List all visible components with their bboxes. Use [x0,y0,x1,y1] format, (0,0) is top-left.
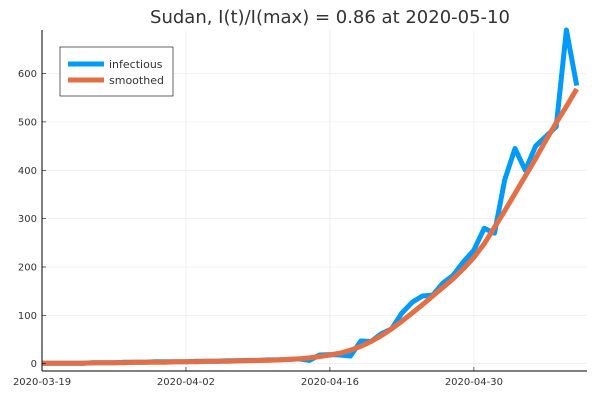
y-tick-label: 300 [18,214,37,225]
x-tick-label: 2020-03-19 [13,377,71,388]
y-tick-label: 400 [18,166,37,177]
y-tick-label: 500 [18,117,37,128]
legend: infectious smoothed [59,46,174,97]
legend-label: infectious [109,58,163,71]
x-tick-label: 2020-04-16 [301,377,359,388]
x-tick-label: 2020-04-30 [445,377,503,388]
chart-title: Sudan, I(t)/I(max) = 0.86 at 2020-05-10 [150,7,510,28]
series-line-smoothed [42,87,579,366]
y-tick-label: 200 [18,263,37,274]
series-group [42,27,580,366]
axes [41,30,587,372]
x-tick-label: 2020-04-02 [157,377,215,388]
ticks: 0 100 200 300 400 500 600 2020-03-19 2020-04-02 2… [13,69,503,388]
y-tick-label: 600 [18,69,37,80]
legend-box [59,46,174,97]
y-tick-label: 0 [31,359,37,370]
legend-label: smoothed [109,74,164,87]
y-tick-label: 100 [18,311,37,322]
